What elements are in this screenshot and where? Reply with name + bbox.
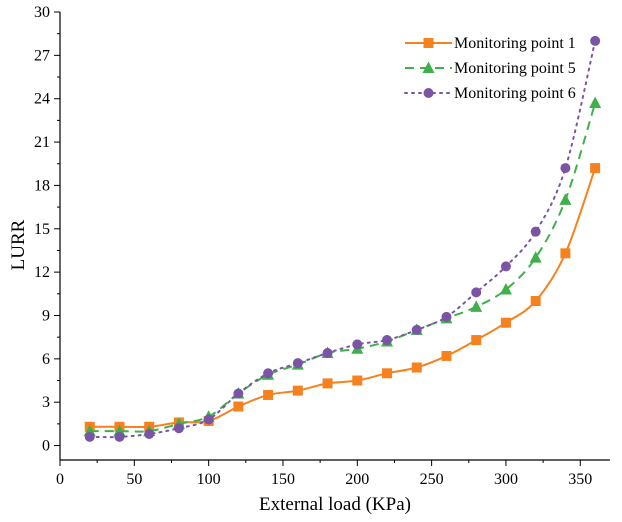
data-point: [559, 193, 572, 205]
data-point: [352, 339, 363, 350]
y-axis-title: LURR: [8, 219, 29, 270]
data-point: [263, 389, 274, 400]
data-point: [530, 226, 541, 237]
data-point: [292, 358, 303, 369]
y-tick-label: 24: [34, 91, 50, 108]
data-point: [590, 35, 601, 46]
legend-item: Monitoring point 1: [405, 35, 576, 52]
data-point: [382, 335, 393, 346]
legend-marker: [423, 38, 434, 48]
y-tick-label: 27: [34, 47, 50, 64]
data-point: [114, 431, 125, 442]
data-point: [530, 296, 541, 307]
data-point: [263, 368, 274, 379]
y-tick-label: 6: [42, 351, 50, 368]
legend-label: Monitoring point 5: [454, 60, 576, 77]
y-tick-label: 21: [34, 134, 50, 151]
data-point: [173, 423, 184, 434]
x-tick-label: 100: [197, 471, 221, 488]
data-point: [560, 248, 571, 259]
data-point: [560, 163, 571, 174]
data-point: [233, 401, 244, 412]
x-tick-label: 0: [56, 471, 64, 488]
data-point: [352, 375, 363, 386]
y-tick-label: 18: [34, 177, 50, 194]
legend: Monitoring point 1 Monitoring point 5 Moni…: [404, 35, 576, 102]
data-point: [292, 385, 303, 396]
data-point: [411, 362, 422, 373]
legend-label: Monitoring point 6: [454, 85, 576, 102]
legend-item: Monitoring point 6: [404, 85, 576, 102]
data-point: [233, 388, 244, 399]
data-point: [84, 431, 95, 442]
x-tick-label: 150: [271, 471, 295, 488]
data-point: [322, 378, 333, 389]
legend-marker: [423, 88, 434, 98]
x-tick-label: 50: [126, 471, 142, 488]
series-1: [84, 163, 601, 432]
series-line: [89, 167, 597, 429]
data-point: [500, 317, 511, 328]
data-point: [411, 324, 422, 335]
legend-marker: [422, 61, 435, 73]
y-tick-label: 9: [42, 307, 50, 324]
y-tick-label: 3: [42, 394, 50, 411]
data-point: [382, 368, 393, 379]
y-tick-label: 0: [42, 438, 50, 455]
y-tick-label: 30: [34, 4, 50, 21]
x-tick-label: 250: [420, 471, 444, 488]
y-tick-label: 15: [34, 221, 50, 238]
series-2: [83, 96, 602, 437]
data-point: [529, 251, 542, 263]
x-axis-title: External load (KPa): [259, 494, 411, 515]
legend-item: Monitoring point 5: [405, 60, 576, 77]
data-point: [590, 163, 601, 174]
data-point: [203, 414, 214, 425]
data-point: [144, 428, 155, 439]
data-point: [500, 261, 511, 272]
y-tick-label: 12: [34, 264, 50, 281]
data-point: [441, 350, 452, 361]
data-point: [470, 300, 483, 312]
data-point: [471, 287, 482, 298]
series-3: [84, 35, 601, 442]
data-point: [441, 311, 452, 322]
data-point: [322, 348, 333, 359]
x-tick-label: 350: [568, 471, 592, 488]
series-layer: [83, 35, 602, 442]
data-point: [589, 96, 602, 109]
x-tick-label: 200: [345, 471, 369, 488]
data-point: [499, 282, 512, 295]
data-point: [471, 335, 482, 346]
legend-label: Monitoring point 1: [454, 35, 576, 52]
x-tick-label: 300: [494, 471, 518, 488]
axes: 0 50 100 150 200 250 300 350 0 3 6 9 12 15 18 21 24 27 30: [34, 4, 610, 488]
